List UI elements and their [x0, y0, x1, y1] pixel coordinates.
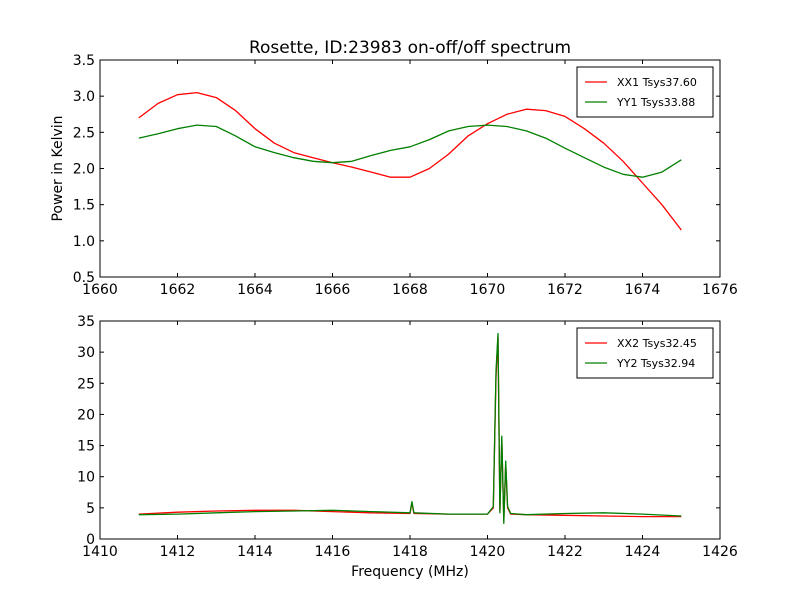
bottom-series-line-1: [138, 332, 682, 525]
bottom-x-axis-label: Frequency (MHz): [351, 564, 469, 580]
top-x-tick-label: 1664: [237, 282, 273, 298]
top-x-tick-label: 1666: [315, 282, 351, 298]
top-legend-label-1: YY1 Tsys33.88: [616, 96, 695, 109]
top-x-tick-label: 1660: [82, 282, 118, 298]
bottom-legend-label-0: XX2 Tsys32.45: [617, 337, 697, 350]
bottom-x-tick-label: 1416: [315, 544, 351, 560]
bottom-legend: [576, 327, 714, 379]
top-y-tick-label: 0.5: [73, 270, 95, 286]
top-chart-panel: 1660 1662 1664 1666 1668 1670 1672 1674 1676 0.5 1…: [50, 53, 738, 298]
bottom-x-tick-label: 1414: [237, 544, 273, 560]
bottom-y-tick-label: 35: [77, 314, 95, 330]
figure-title: Rosette, ID:23983 on-off/off spectrum: [249, 38, 571, 58]
bottom-y-tick-label: 20: [77, 407, 95, 423]
bottom-y-tick-label: 25: [77, 376, 95, 392]
bottom-y-tick-label: 5: [86, 501, 95, 517]
bottom-x-tick-label: 1418: [392, 544, 428, 560]
bottom-y-tick-label: 30: [77, 345, 95, 361]
bottom-y-tick-label: 10: [77, 470, 95, 486]
bottom-x-tick-label: 1426: [702, 544, 738, 560]
top-y-axis-label: Power in Kelvin: [50, 115, 66, 221]
bottom-x-tick-label: 1410: [82, 544, 118, 560]
bottom-x-tick-label: 1420: [470, 544, 506, 560]
top-x-tick-label: 1672: [547, 282, 583, 298]
bottom-y-tick-label: 0: [86, 532, 95, 548]
top-x-tick-label: 1668: [392, 282, 428, 298]
top-legend: [576, 66, 714, 118]
top-y-tick-label: 3.0: [73, 89, 95, 105]
top-y-tick-label: 2.5: [73, 125, 95, 141]
top-legend-label-0: XX1 Tsys37.60: [617, 76, 697, 89]
bottom-y-tick-label: 15: [77, 439, 95, 455]
top-x-tick-label: 1670: [470, 282, 506, 298]
top-y-tick-label: 1.0: [73, 234, 95, 250]
top-y-tick-label: 3.5: [73, 53, 95, 69]
bottom-chart-panel: 1410 1412 1414 1416 1418 1420 1422 1424 1426 0 5 10…: [77, 314, 738, 580]
top-y-tick-label: 1.5: [73, 198, 95, 214]
top-x-tick-label: 1662: [160, 282, 196, 298]
bottom-x-tick-label: 1422: [547, 544, 583, 560]
bottom-legend-label-1: YY2 Tsys32.94: [616, 357, 695, 370]
top-series-line-1: [138, 124, 682, 178]
top-x-tick-label: 1676: [702, 282, 738, 298]
bottom-x-tick-label: 1412: [160, 544, 196, 560]
top-series-line-0: [138, 91, 682, 231]
top-y-tick-label: 2.0: [73, 162, 95, 178]
top-x-tick-label: 1674: [625, 282, 661, 298]
bottom-x-tick-label: 1424: [625, 544, 661, 560]
